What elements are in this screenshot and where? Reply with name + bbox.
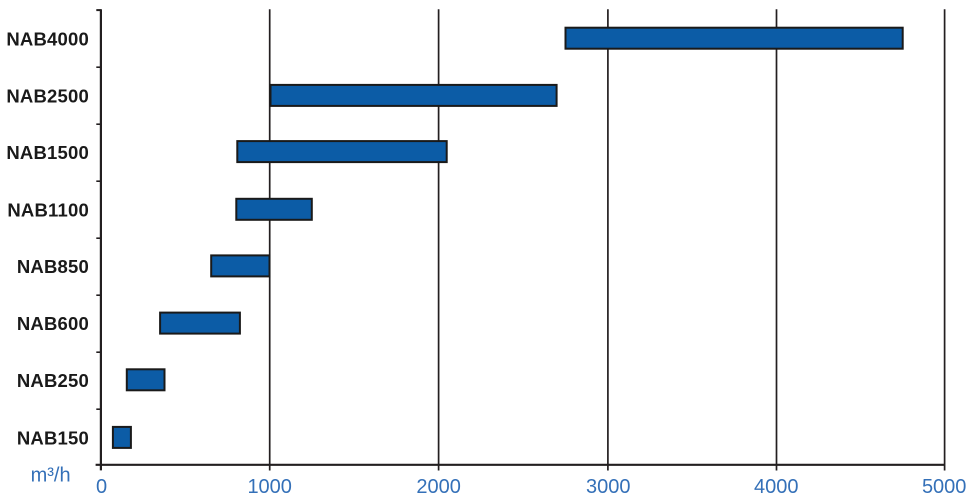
svg-text:3000: 3000 [586,476,631,498]
svg-text:NAB4000: NAB4000 [6,28,89,49]
svg-text:4000: 4000 [754,476,799,498]
svg-text:1000: 1000 [247,476,292,498]
svg-text:NAB1500: NAB1500 [6,142,89,163]
svg-text:0: 0 [96,476,107,498]
svg-text:5000: 5000 [922,476,967,498]
svg-text:NAB850: NAB850 [17,256,89,277]
svg-text:NAB2500: NAB2500 [6,86,89,107]
svg-text:NAB600: NAB600 [17,313,89,334]
svg-text:NAB1100: NAB1100 [7,199,89,220]
svg-text:2000: 2000 [416,476,461,498]
svg-text:m³/h: m³/h [31,465,71,487]
svg-text:NAB150: NAB150 [17,428,89,449]
svg-text:NAB250: NAB250 [17,370,89,391]
